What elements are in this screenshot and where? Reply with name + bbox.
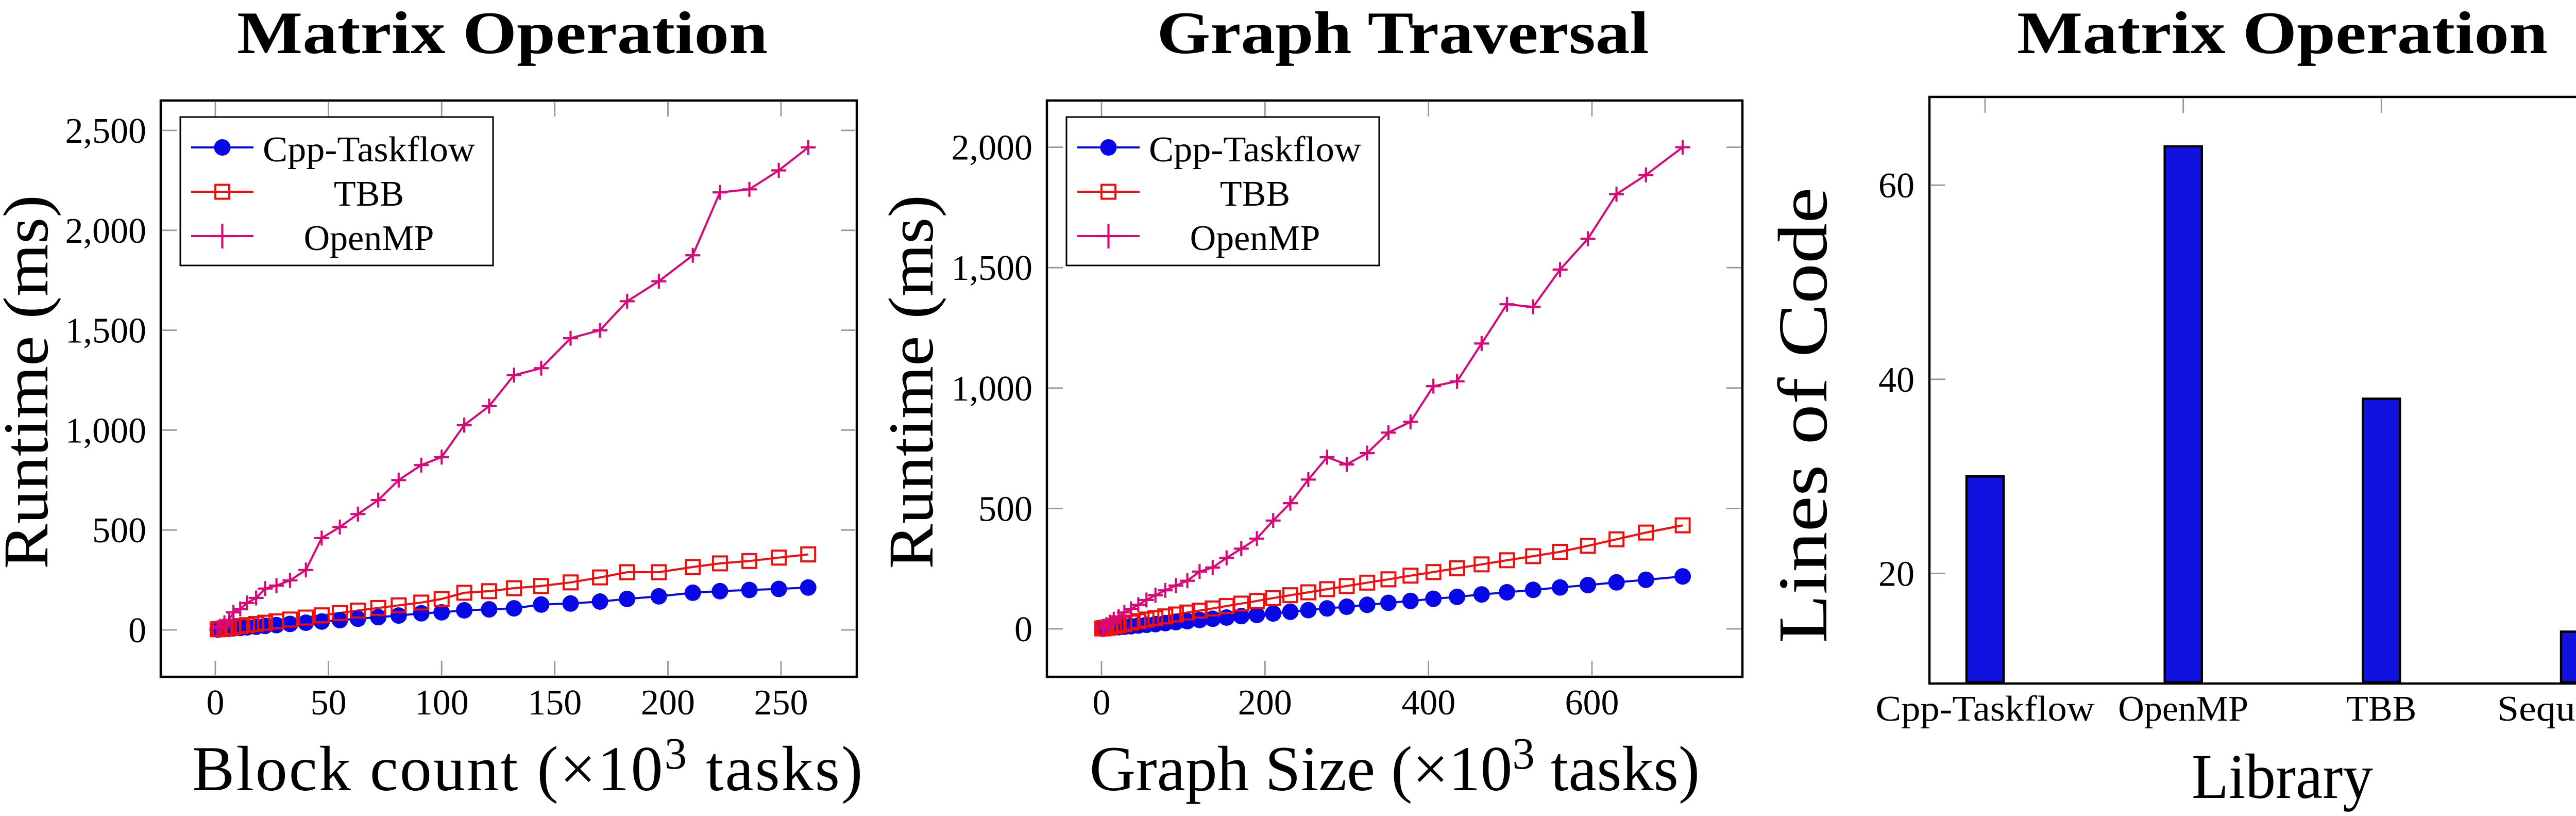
svg-text:Library: Library: [2192, 741, 2373, 812]
svg-text:200: 200: [1238, 683, 1292, 723]
svg-text:50: 50: [311, 683, 347, 723]
svg-text:150: 150: [528, 683, 582, 723]
svg-text:Matrix Operation: Matrix Operation: [2017, 0, 2548, 66]
svg-text:OpenMP: OpenMP: [304, 219, 434, 258]
svg-text:Matrix Operation: Matrix Operation: [237, 0, 768, 66]
svg-text:Cpp-Taskflow: Cpp-Taskflow: [263, 130, 475, 170]
svg-text:500: 500: [92, 511, 146, 551]
svg-text:OpenMP: OpenMP: [2118, 689, 2248, 729]
svg-text:2,500: 2,500: [65, 111, 147, 151]
svg-text:1,000: 1,000: [65, 411, 147, 451]
svg-text:200: 200: [641, 683, 695, 723]
svg-text:100: 100: [415, 683, 469, 723]
svg-text:0: 0: [1093, 683, 1111, 723]
svg-text:Graph Traversal: Graph Traversal: [1157, 0, 1649, 66]
svg-text:2,000: 2,000: [65, 211, 147, 251]
svg-text:20: 20: [1878, 554, 1914, 594]
svg-text:Cpp-Taskflow: Cpp-Taskflow: [1149, 130, 1361, 170]
svg-text:2,000: 2,000: [952, 128, 1033, 168]
svg-text:0: 0: [207, 683, 225, 723]
svg-text:40: 40: [1878, 360, 1914, 400]
svg-text:Block count (×103 tasks): Block count (×103 tasks): [192, 728, 865, 804]
svg-text:60: 60: [1878, 166, 1914, 206]
svg-text:Runtime (ms): Runtime (ms): [0, 195, 61, 569]
svg-text:0: 0: [1014, 610, 1032, 650]
svg-text:Runtime (ms): Runtime (ms): [876, 195, 946, 569]
svg-text:500: 500: [978, 489, 1032, 529]
svg-text:Cpp-Taskflow: Cpp-Taskflow: [1876, 689, 2095, 729]
svg-text:TBB: TBB: [334, 174, 404, 214]
svg-text:Graph Size (×103 tasks): Graph Size (×103 tasks): [1090, 728, 1700, 804]
svg-text:1,500: 1,500: [65, 311, 147, 351]
svg-text:250: 250: [754, 683, 808, 723]
svg-text:OpenMP: OpenMP: [1190, 219, 1320, 258]
svg-text:1,000: 1,000: [952, 369, 1033, 409]
svg-text:600: 600: [1565, 683, 1619, 723]
svg-text:0: 0: [128, 611, 146, 651]
svg-text:Sequential: Sequential: [2497, 689, 2576, 729]
svg-text:TBB: TBB: [2346, 689, 2416, 729]
svg-text:400: 400: [1401, 683, 1455, 723]
svg-text:1,500: 1,500: [952, 248, 1033, 288]
svg-text:TBB: TBB: [1220, 174, 1290, 214]
svg-text:Lines of Code: Lines of Code: [1765, 188, 1842, 644]
